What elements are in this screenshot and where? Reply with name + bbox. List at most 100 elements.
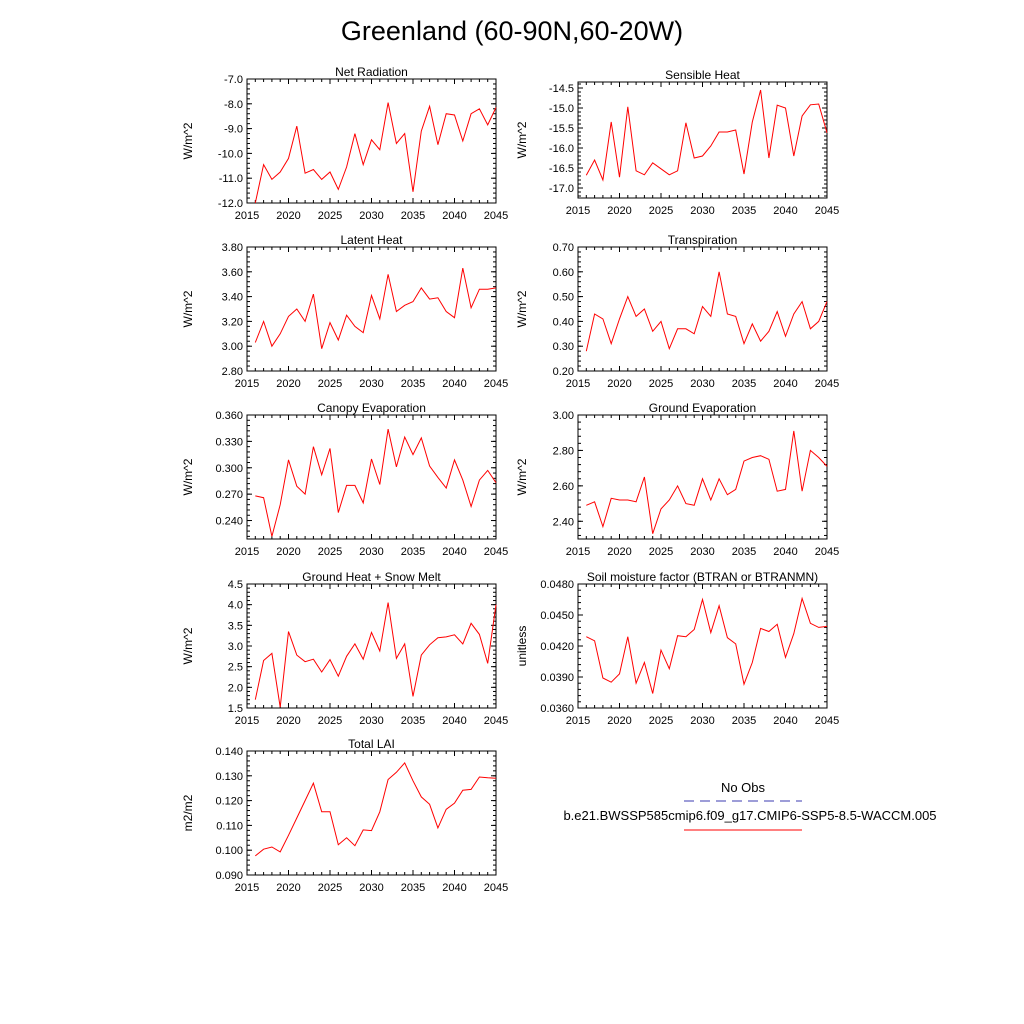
y-tick-label: -17.0 bbox=[549, 183, 574, 195]
y-axis-label: W/m^2 bbox=[181, 458, 195, 495]
y-tick-label: 0.240 bbox=[215, 516, 243, 528]
x-tick-label: 2045 bbox=[815, 378, 839, 390]
y-axis-label: W/m^2 bbox=[515, 458, 529, 495]
y-tick-label: 0.20 bbox=[553, 366, 574, 378]
x-tick-label: 2030 bbox=[359, 546, 383, 558]
x-tick-label: 2035 bbox=[732, 715, 756, 727]
x-tick-label: 2025 bbox=[318, 378, 342, 390]
x-tick-label: 2025 bbox=[318, 546, 342, 558]
y-tick-label: 3.40 bbox=[222, 292, 243, 304]
x-tick-label: 2025 bbox=[318, 715, 342, 727]
legend-obs-label: No Obs bbox=[721, 780, 766, 795]
panel-title: Ground Heat + Snow Melt bbox=[302, 570, 441, 584]
panel-title: Canopy Evaporation bbox=[317, 401, 426, 415]
y-tick-label: 0.0420 bbox=[540, 641, 574, 653]
x-tick-label: 2020 bbox=[607, 546, 631, 558]
page-title: Greenland (60-90N,60-20W) bbox=[341, 16, 683, 46]
x-tick-label: 2015 bbox=[235, 882, 259, 894]
x-tick-label: 2025 bbox=[649, 546, 673, 558]
y-tick-label: 2.60 bbox=[553, 481, 574, 493]
panel-ground-heat-snow-melt: Ground Heat + Snow Melt 2015 2020 2025 2030 2… bbox=[181, 570, 508, 727]
x-tick-label: 2015 bbox=[566, 546, 590, 558]
panel-soil-moisture-factor-btran-or-btranmn: Soil moisture factor (BTRAN or BTRANMN) 2… bbox=[515, 570, 839, 727]
x-tick-label: 2025 bbox=[649, 715, 673, 727]
x-tick-label: 2015 bbox=[235, 210, 259, 222]
panel-sensible-heat: Sensible Heat 2015 2020 2025 2030 2035 2040 204… bbox=[515, 68, 839, 217]
y-tick-label: 2.40 bbox=[553, 516, 574, 528]
x-tick-label: 2020 bbox=[607, 715, 631, 727]
y-tick-label: 0.270 bbox=[215, 489, 243, 501]
panel-canopy-evaporation: Canopy Evaporation 2015 2020 2025 2030 2035 20… bbox=[181, 401, 508, 558]
x-tick-label: 2035 bbox=[401, 715, 425, 727]
y-tick-label: 0.100 bbox=[215, 845, 243, 857]
x-tick-label: 2045 bbox=[484, 378, 508, 390]
x-tick-label: 2040 bbox=[442, 882, 466, 894]
panel-total-lai: Total LAI 2015 2020 2025 2030 2035 2040 2045 0.1… bbox=[181, 737, 508, 894]
y-tick-label: -11.0 bbox=[219, 173, 243, 185]
x-tick-label: 2025 bbox=[649, 378, 673, 390]
y-tick-label: 0.090 bbox=[215, 870, 243, 882]
series-line-net-radiation bbox=[254, 102, 497, 204]
y-tick-label: 0.110 bbox=[216, 820, 243, 832]
x-tick-label: 2045 bbox=[484, 210, 508, 222]
x-tick-label: 2030 bbox=[359, 210, 383, 222]
panel-latent-heat: Latent Heat 2015 2020 2025 2030 2035 2040 2045 3… bbox=[181, 233, 508, 390]
x-tick-label: 2020 bbox=[276, 715, 300, 727]
x-tick-label: 2030 bbox=[359, 715, 383, 727]
x-tick-label: 2025 bbox=[649, 205, 673, 217]
y-axis-label: W/m^2 bbox=[181, 122, 195, 159]
x-tick-label: 2040 bbox=[773, 378, 797, 390]
y-tick-label: 0.0360 bbox=[540, 703, 574, 715]
y-tick-label: 2.0 bbox=[228, 682, 243, 694]
x-tick-label: 2020 bbox=[276, 546, 300, 558]
y-axis-label: unitless bbox=[515, 626, 529, 667]
y-tick-label: 0.300 bbox=[215, 463, 243, 475]
x-tick-label: 2030 bbox=[690, 546, 714, 558]
y-axis-label: W/m^2 bbox=[515, 290, 529, 327]
y-tick-label: 0.130 bbox=[215, 771, 243, 783]
y-tick-label: -15.0 bbox=[549, 103, 574, 115]
series-line-ground-heat-snow-melt bbox=[254, 602, 497, 708]
x-tick-label: 2015 bbox=[235, 546, 259, 558]
series-line-transpiration bbox=[585, 271, 828, 352]
y-tick-label: -8.0 bbox=[224, 99, 243, 111]
panel-transpiration: Transpiration 2015 2020 2025 2030 2035 2040 204… bbox=[515, 233, 839, 390]
y-tick-label: -16.0 bbox=[549, 143, 574, 155]
y-tick-label: 3.80 bbox=[222, 242, 243, 254]
panel-ground-evaporation: Ground Evaporation 2015 2020 2025 2030 2035 20… bbox=[515, 401, 839, 558]
x-tick-label: 2015 bbox=[566, 715, 590, 727]
y-tick-label: 0.30 bbox=[553, 341, 574, 353]
y-tick-label: -7.0 bbox=[224, 74, 243, 86]
x-tick-label: 2045 bbox=[815, 205, 839, 217]
y-axis-label: W/m^2 bbox=[181, 290, 195, 327]
panel-title: Transpiration bbox=[668, 233, 738, 247]
y-tick-label: 0.40 bbox=[553, 316, 574, 328]
y-tick-label: 1.5 bbox=[228, 703, 243, 715]
y-tick-label: 0.50 bbox=[553, 292, 574, 304]
x-tick-label: 2040 bbox=[442, 546, 466, 558]
x-tick-label: 2045 bbox=[815, 546, 839, 558]
y-axis-label: W/m^2 bbox=[515, 121, 529, 158]
x-tick-label: 2020 bbox=[276, 210, 300, 222]
panel-title: Sensible Heat bbox=[665, 68, 740, 82]
x-tick-label: 2040 bbox=[442, 378, 466, 390]
y-tick-label: 2.80 bbox=[222, 366, 243, 378]
x-tick-label: 2035 bbox=[732, 205, 756, 217]
x-tick-label: 2040 bbox=[773, 205, 797, 217]
x-tick-label: 2045 bbox=[815, 715, 839, 727]
x-tick-label: 2040 bbox=[442, 210, 466, 222]
panel-net-radiation: Net Radiation 2015 2020 2025 2030 2035 2040 204… bbox=[181, 65, 508, 222]
y-tick-label: 2.5 bbox=[228, 662, 243, 674]
y-tick-label: 3.00 bbox=[222, 341, 243, 353]
y-tick-label: 4.0 bbox=[228, 600, 243, 612]
y-tick-label: -14.5 bbox=[549, 83, 574, 95]
x-tick-label: 2035 bbox=[732, 546, 756, 558]
x-tick-label: 2030 bbox=[690, 378, 714, 390]
panel-title: Net Radiation bbox=[335, 65, 408, 79]
series-line-latent-heat bbox=[254, 267, 497, 349]
series-line-total-lai bbox=[254, 761, 497, 857]
x-tick-label: 2035 bbox=[401, 378, 425, 390]
panel-title: Latent Heat bbox=[340, 233, 403, 247]
x-tick-label: 2015 bbox=[235, 378, 259, 390]
